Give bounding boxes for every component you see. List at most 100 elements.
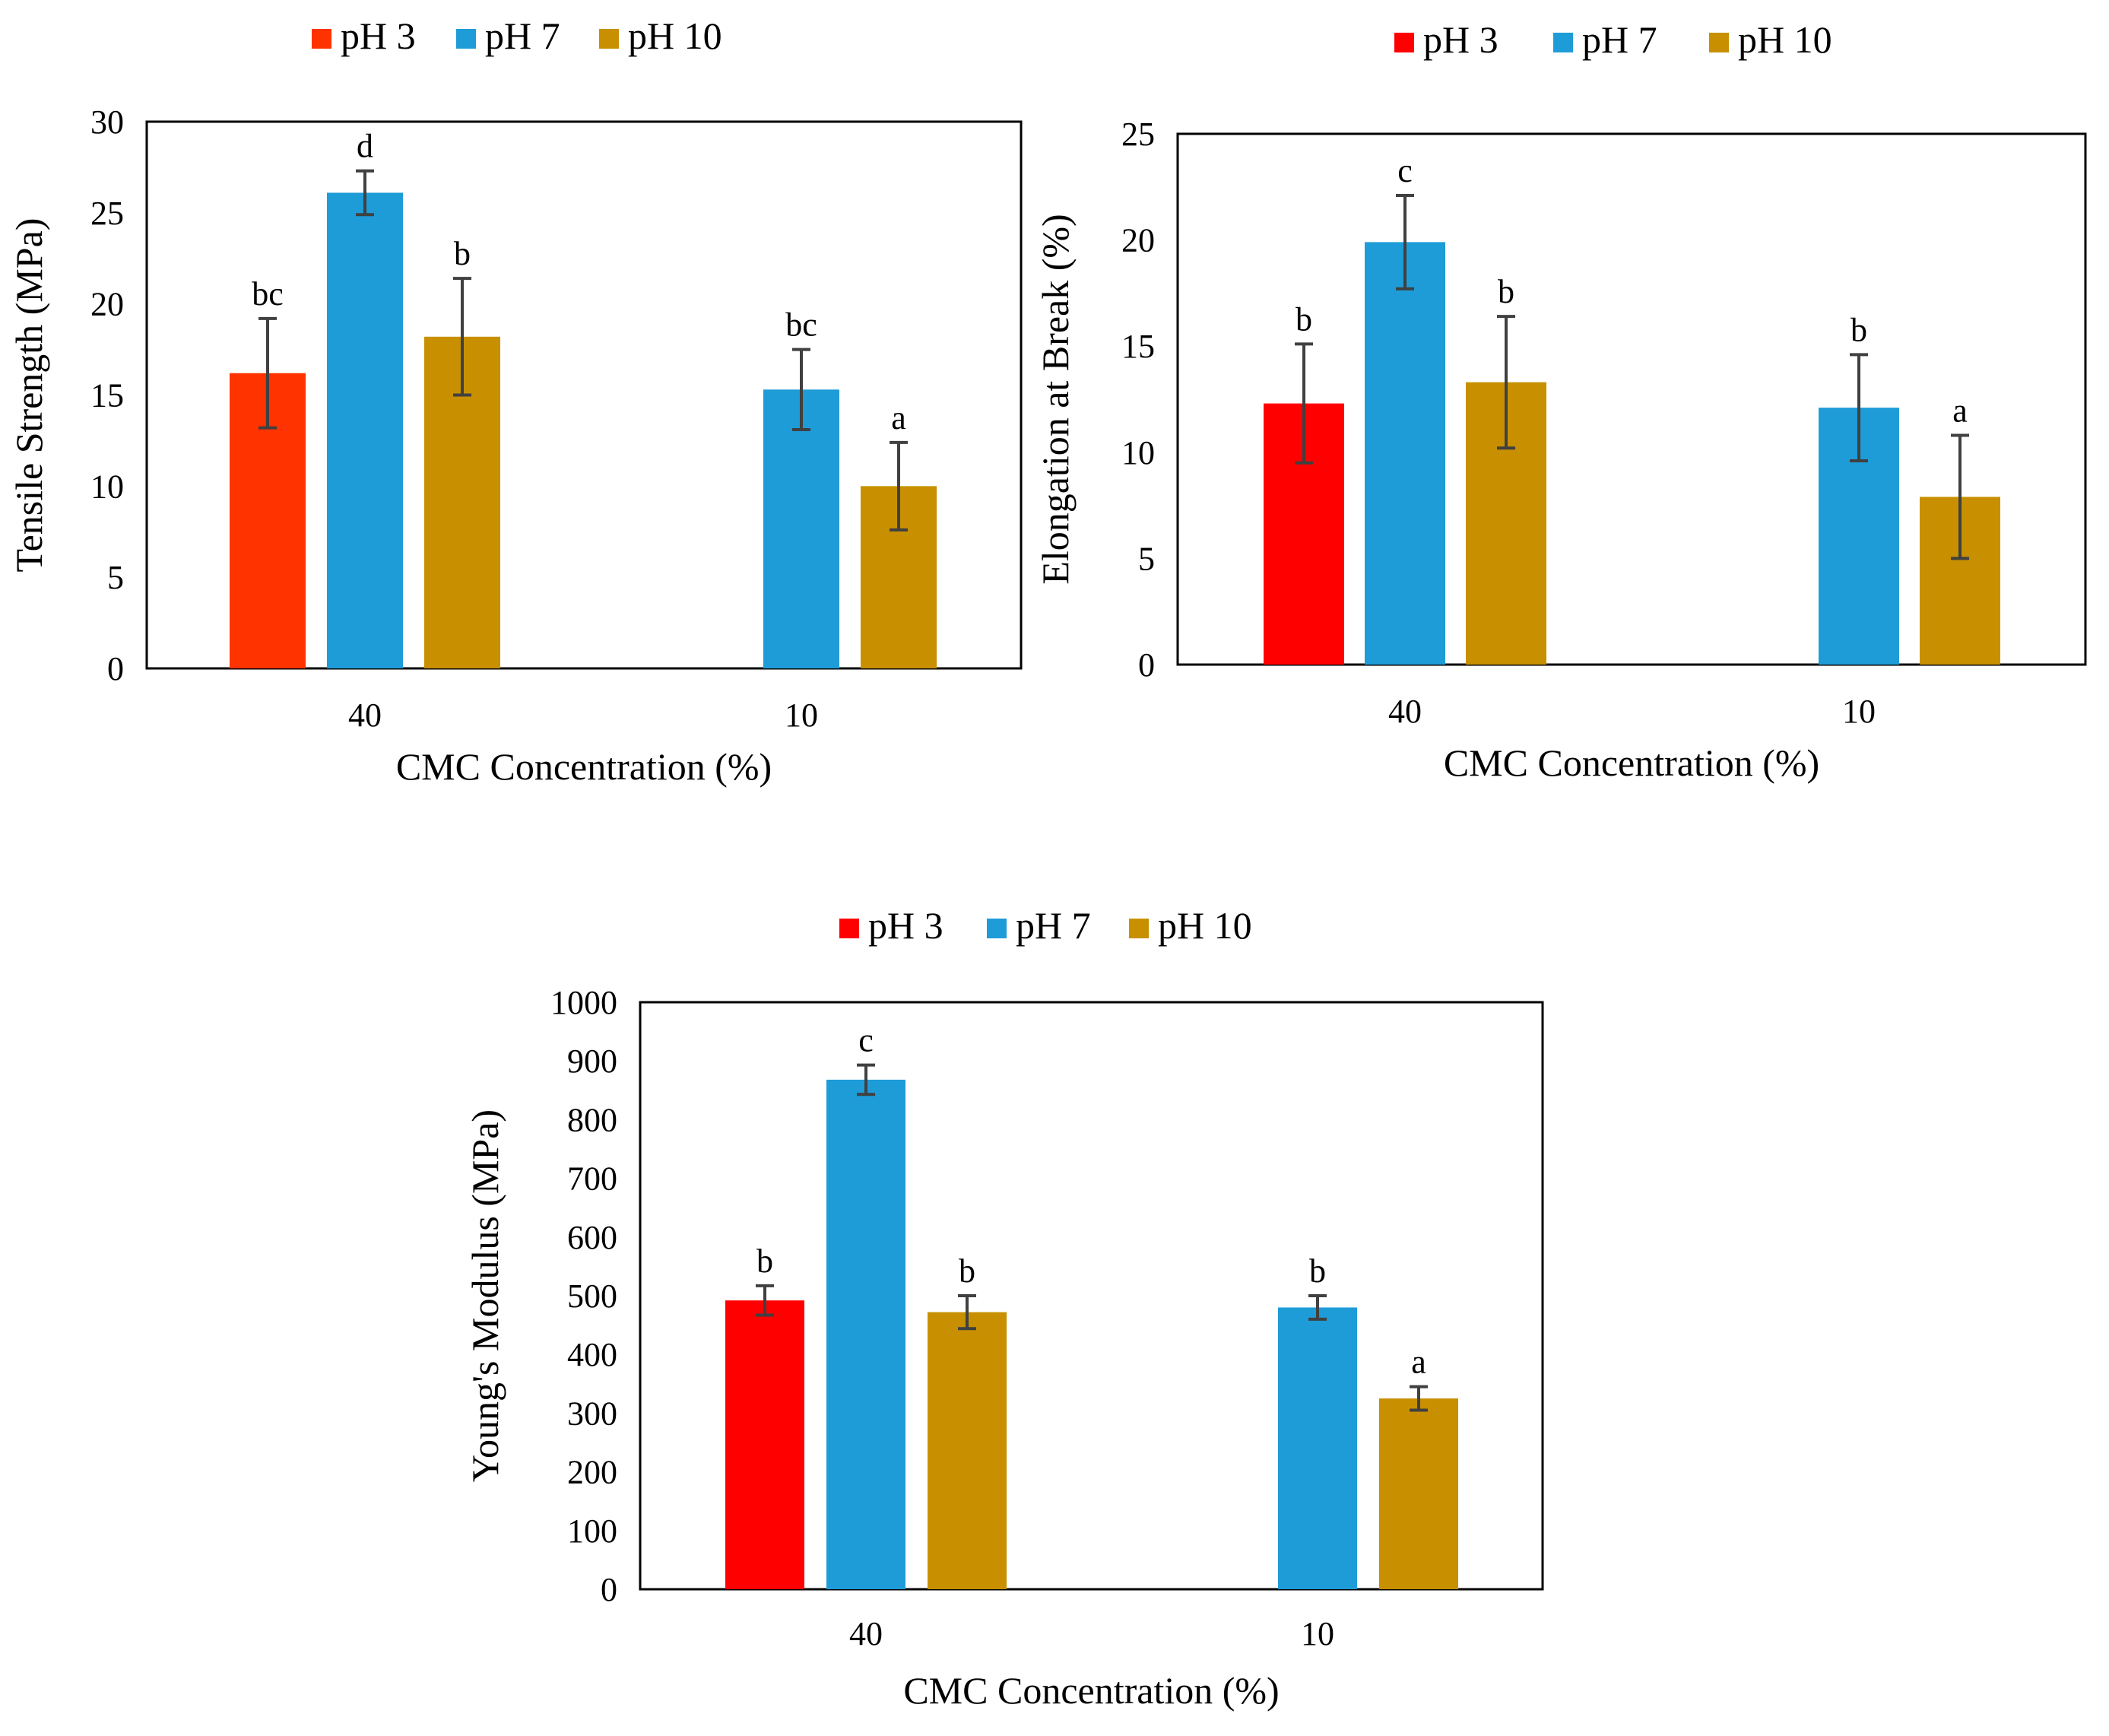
legend-swatch [1394, 33, 1414, 52]
legend-label: pH 7 [1016, 904, 1091, 947]
legend-label: pH 10 [1158, 904, 1252, 947]
significance-label: d [357, 128, 373, 165]
legend-swatch [839, 919, 859, 938]
y-tick-label: 5 [107, 559, 124, 596]
error-bar [453, 277, 471, 397]
series-ph-10: ba [424, 235, 937, 668]
y-tick-label: 500 [567, 1277, 617, 1315]
y-tick-label: 15 [90, 377, 124, 414]
significance-label: b [959, 1252, 975, 1290]
legend: pH 3 pH 7 pH 10 [312, 14, 722, 57]
bar [928, 1312, 1007, 1589]
y-axis-title: Tensile Strength (MPa) [8, 218, 50, 573]
chart-1: pH 3 pH 7 pH 10 0 5 10 15 20 25 30 40 10 CMC Concent… [8, 14, 1023, 788]
chart-2: pH 3 pH 7 pH 10 0 5 10 15 20 25 40 10 CMC Concentra… [1034, 18, 2087, 784]
y-tick-label: 800 [567, 1101, 617, 1138]
significance-label: bc [252, 275, 284, 313]
plot-area [639, 1001, 1544, 1591]
y-tick-label: 100 [567, 1512, 617, 1550]
y-tick-label: 900 [567, 1043, 617, 1080]
y-axis: 0 5 10 15 20 25 30 [90, 103, 124, 687]
y-tick-label: 10 [1121, 434, 1155, 471]
significance-label: c [1397, 152, 1413, 189]
significance-label: bc [785, 306, 817, 344]
x-axis: 40 10 [348, 697, 818, 734]
error-bar [792, 348, 810, 432]
series-ph-7: d bc [327, 128, 839, 669]
legend-swatch [1129, 919, 1149, 938]
x-axis-title: CMC Concentration (%) [396, 745, 772, 788]
y-tick-label: 10 [90, 468, 124, 505]
error-bar [258, 316, 277, 430]
y-axis-title: Elongation at Break (%) [1034, 214, 1077, 584]
y-axis: 0 100 200 300 400 500 600 700 800 900 1000 [550, 984, 617, 1608]
error-bar [1410, 1385, 1428, 1412]
y-tick-label: 0 [601, 1571, 617, 1608]
x-tick-label: 10 [785, 697, 818, 734]
y-axis-title: Young's Modulus (MPa) [464, 1109, 506, 1482]
y-tick-label: 300 [567, 1395, 617, 1432]
legend-label: pH 7 [1582, 18, 1657, 61]
legend: pH 3 pH 7 pH 10 [1394, 18, 1832, 61]
series-ph-7: cb [1365, 152, 1899, 665]
error-bar [890, 440, 908, 532]
x-axis-title: CMC Concentration (%) [903, 1669, 1279, 1712]
significance-label: a [1411, 1344, 1426, 1381]
error-bar [356, 169, 374, 217]
error-bar [1951, 433, 1969, 560]
significance-label: a [1952, 392, 1968, 429]
y-tick-label: 20 [90, 286, 124, 323]
legend-swatch [987, 919, 1007, 938]
x-axis-title: CMC Concentration (%) [1444, 741, 1819, 784]
bar [826, 1079, 905, 1589]
x-tick-label: 40 [348, 697, 382, 734]
bar [763, 389, 839, 668]
error-bar [1295, 342, 1313, 465]
significance-label: b [1296, 300, 1312, 338]
legend-label: pH 3 [341, 14, 416, 57]
legend-swatch [312, 29, 331, 49]
y-tick-label: 0 [107, 650, 124, 687]
x-tick-label: 10 [1842, 693, 1876, 730]
error-bar [1308, 1294, 1327, 1321]
series-ph-10: ba [928, 1252, 1458, 1589]
error-bar [1497, 315, 1515, 450]
series-ph-3: b [725, 1242, 804, 1589]
chart-3: pH 3 pH 7 pH 10 0 100 200 300 400 500 600 700 800 90… [464, 904, 1544, 1712]
legend-label: pH 3 [868, 904, 944, 947]
significance-label: b [1309, 1252, 1326, 1290]
significance-label: b [1851, 311, 1867, 348]
legend-swatch [599, 29, 619, 49]
y-tick-label: 25 [1121, 116, 1155, 153]
legend-label: pH 10 [1738, 18, 1832, 61]
series-ph-10: ba [1466, 273, 2000, 665]
y-tick-label: 700 [567, 1160, 617, 1198]
y-tick-label: 20 [1121, 222, 1155, 259]
series-ph-7: cb [826, 1022, 1357, 1589]
y-axis: 0 5 10 15 20 25 [1121, 116, 1155, 684]
significance-label: a [891, 399, 906, 436]
y-tick-label: 200 [567, 1454, 617, 1491]
bar [1379, 1398, 1458, 1589]
significance-label: b [1498, 273, 1514, 310]
y-tick-label: 600 [567, 1219, 617, 1256]
error-bar [1396, 193, 1414, 290]
legend: pH 3 pH 7 pH 10 [839, 904, 1252, 947]
plot-area [145, 120, 1023, 670]
y-tick-label: 25 [90, 195, 124, 232]
y-tick-label: 15 [1121, 328, 1155, 365]
legend-swatch [1553, 33, 1573, 52]
bar [1278, 1307, 1357, 1589]
legend-label: pH 7 [485, 14, 560, 57]
plot-area [1176, 132, 2087, 666]
error-bar [958, 1294, 976, 1331]
x-tick-label: 40 [849, 1615, 883, 1652]
y-tick-label: 30 [90, 103, 124, 141]
significance-label: c [858, 1022, 874, 1059]
significance-label: b [756, 1242, 773, 1280]
error-bar [756, 1284, 774, 1317]
y-tick-label: 0 [1138, 646, 1155, 684]
legend-label: pH 3 [1423, 18, 1498, 61]
bar [327, 192, 403, 669]
